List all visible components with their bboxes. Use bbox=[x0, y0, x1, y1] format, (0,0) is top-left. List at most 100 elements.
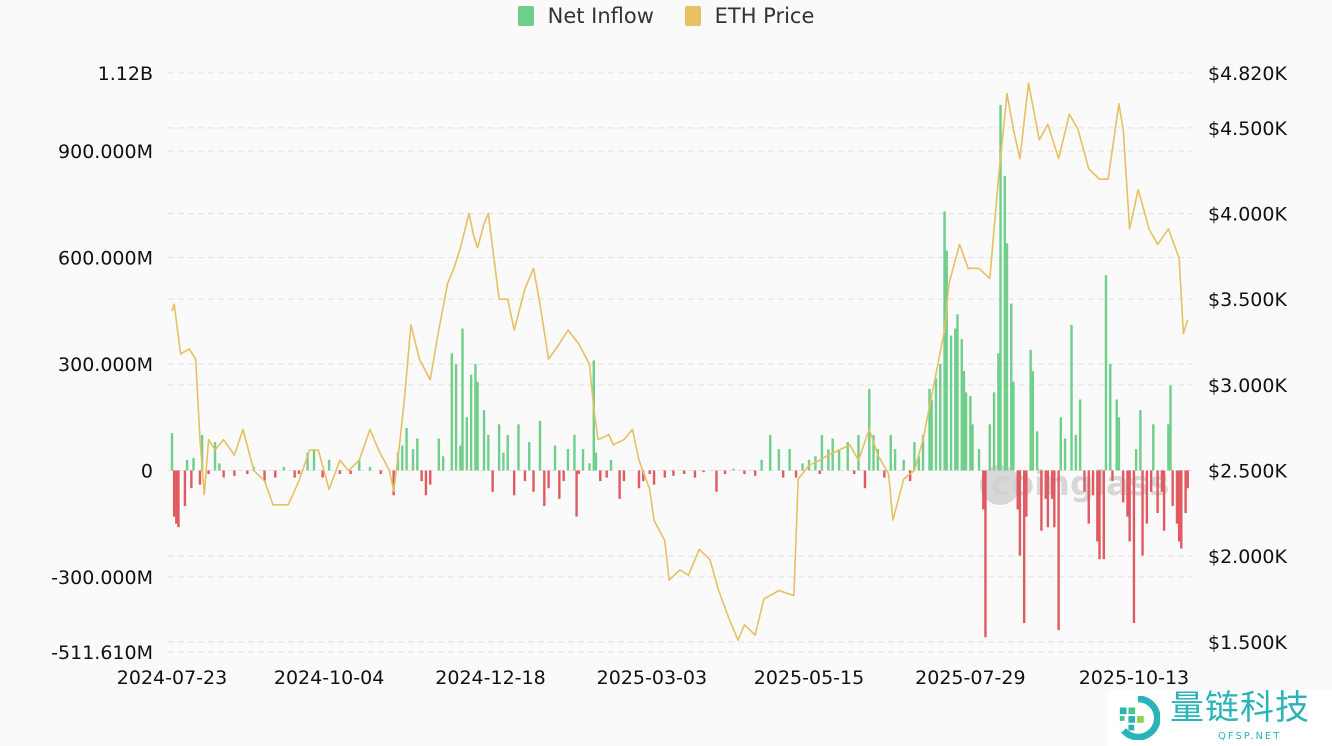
inflow-bar bbox=[1059, 417, 1062, 471]
inflow-bar bbox=[213, 442, 217, 471]
inflow-bar bbox=[170, 433, 174, 471]
legend-label: Net Inflow bbox=[547, 4, 654, 28]
outflow-bar bbox=[693, 470, 697, 478]
outflow-bar bbox=[558, 470, 561, 499]
inflow-bar bbox=[1035, 431, 1039, 471]
inflow-bar bbox=[282, 466, 286, 471]
inflow-bar bbox=[964, 392, 968, 471]
outflow-bar bbox=[984, 470, 987, 638]
inflow-bar bbox=[1152, 424, 1155, 471]
eth-price-line bbox=[171, 82, 1189, 642]
inflow-bar bbox=[999, 104, 1002, 471]
outflow-bar bbox=[547, 470, 550, 489]
outflow-bar bbox=[1040, 470, 1043, 531]
outflow-bar bbox=[491, 470, 494, 492]
inflow-bar bbox=[945, 250, 948, 471]
outflow-bar bbox=[1156, 470, 1159, 514]
legend-item-eth-price[interactable]: ETH Price bbox=[684, 4, 814, 28]
outflow-bar bbox=[207, 470, 210, 474]
outflow-bar bbox=[1044, 470, 1047, 499]
inflow-bar bbox=[820, 434, 824, 471]
outflow-bar bbox=[543, 470, 546, 506]
x-tick-label: 2025-10-13 bbox=[1079, 667, 1189, 689]
y-right-tick-label: $4.500K bbox=[1208, 118, 1287, 140]
outflow-bar bbox=[618, 470, 621, 499]
inflow-bar bbox=[218, 463, 221, 471]
inflow-bar bbox=[312, 449, 316, 471]
inflow-bar bbox=[1078, 399, 1082, 471]
outflow-bar bbox=[198, 470, 202, 485]
outflow-bar bbox=[1022, 470, 1026, 624]
outflow-bar bbox=[222, 470, 225, 478]
y-left-tick-label: 900.000M bbox=[58, 141, 153, 163]
outflow-bar bbox=[723, 470, 727, 474]
outflow-bar bbox=[743, 470, 746, 474]
outflow-bar bbox=[622, 470, 626, 482]
inflow-bar bbox=[1139, 410, 1142, 471]
brand-mark-icon bbox=[1119, 696, 1160, 740]
inflow-bar bbox=[553, 445, 557, 471]
outflow-bar bbox=[753, 470, 757, 476]
inflow-bar bbox=[777, 449, 781, 471]
outflow-bar bbox=[1050, 470, 1054, 499]
inflow-bar bbox=[954, 328, 957, 471]
outflow-bar bbox=[1186, 470, 1189, 489]
inflow-bar bbox=[487, 434, 490, 471]
x-tick-label: 2024-12-18 bbox=[435, 667, 545, 689]
outflow-bar bbox=[349, 470, 352, 474]
x-tick-label: 2024-07-23 bbox=[117, 667, 227, 689]
inflow-bar bbox=[506, 434, 509, 471]
inflow-bar bbox=[465, 417, 469, 471]
legend-item-net-inflow[interactable]: Net Inflow bbox=[517, 4, 654, 28]
inflow-bar bbox=[928, 388, 931, 471]
outflow-bar bbox=[1083, 470, 1086, 492]
outflow-bar bbox=[794, 470, 798, 478]
inflow-bar bbox=[1115, 399, 1118, 471]
inflow-bar bbox=[876, 449, 880, 471]
inflow-bar bbox=[913, 442, 916, 471]
outflow-bar bbox=[562, 470, 565, 482]
inflow-bar bbox=[459, 445, 462, 471]
x-tick-label: 2024-10-04 bbox=[274, 667, 384, 689]
inflow-bar bbox=[902, 459, 905, 471]
inflow-bar bbox=[939, 363, 942, 471]
outflow-bar bbox=[605, 470, 608, 478]
inflow-bar bbox=[1070, 324, 1073, 471]
inflow-bar bbox=[1063, 438, 1067, 471]
outflow-bar bbox=[1121, 470, 1125, 503]
outflow-bar bbox=[293, 470, 296, 478]
inflow-bar bbox=[441, 456, 445, 471]
outflow-bar bbox=[575, 470, 578, 517]
inflow-bar bbox=[788, 449, 791, 471]
inflow-bar bbox=[917, 456, 920, 471]
inflow-bar bbox=[956, 314, 959, 471]
inflow-bar bbox=[1029, 349, 1032, 471]
y-right-tick-label: $3.000K bbox=[1208, 375, 1287, 397]
outflow-bar bbox=[246, 470, 249, 474]
inflow-bar bbox=[416, 438, 419, 471]
outflow-bar bbox=[1053, 470, 1056, 528]
y-left-tick-label: -300.000M bbox=[51, 567, 153, 589]
outflow-bar bbox=[183, 470, 187, 506]
inflow-bar bbox=[368, 466, 372, 471]
inflow-bar bbox=[474, 363, 477, 471]
outflow-bar bbox=[648, 470, 651, 474]
outflow-bar bbox=[852, 470, 856, 474]
outflow-bar bbox=[1175, 470, 1179, 524]
outflow-bar bbox=[263, 470, 266, 482]
outflow-bar bbox=[1141, 470, 1144, 556]
inflow-bar bbox=[306, 452, 309, 471]
inflow-bar bbox=[482, 410, 486, 471]
outflow-bar bbox=[1096, 470, 1099, 542]
legend-swatch-net-inflow bbox=[517, 6, 534, 26]
brand-url: QFSP.NET bbox=[1218, 731, 1282, 742]
outflow-bar bbox=[338, 470, 342, 474]
inflow-bar bbox=[517, 424, 520, 471]
outflow-bar bbox=[1025, 470, 1028, 517]
outflow-bar bbox=[420, 470, 423, 482]
outflow-bar bbox=[1180, 470, 1183, 549]
inflow-bar bbox=[401, 445, 404, 471]
inflow-bar bbox=[889, 434, 892, 471]
inflow-bar bbox=[732, 468, 735, 471]
outflow-bar bbox=[190, 470, 193, 489]
